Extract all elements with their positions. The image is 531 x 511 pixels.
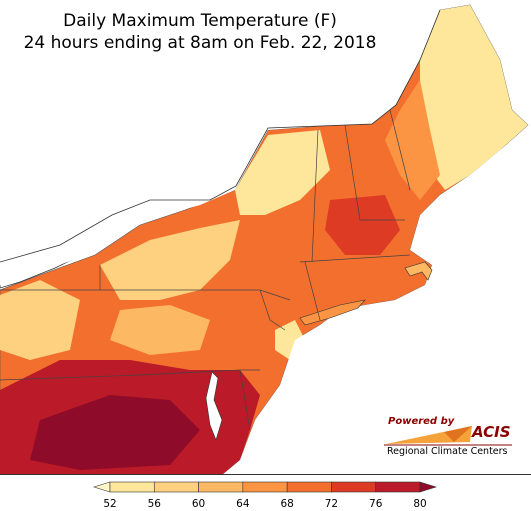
new-england-hot <box>325 195 400 255</box>
logo-swoosh <box>386 426 472 444</box>
rcc-text: Regional Climate Centers <box>387 446 508 457</box>
temperature-map <box>0 0 531 474</box>
chesapeake-bay <box>205 371 223 441</box>
legend-tick-label: 64 <box>236 498 250 510</box>
legend-bin <box>375 481 421 493</box>
state-borders <box>0 109 411 431</box>
legend-tick-label: 80 <box>413 498 426 510</box>
legend-bins <box>92 481 438 493</box>
maine-warm-edge <box>385 80 440 200</box>
legend-arrow-low <box>92 481 111 493</box>
map-frame: Daily Maximum Temperature (F) 24 hours e… <box>0 0 531 475</box>
legend-tick-label: 60 <box>192 498 205 510</box>
legend-tick-label: 68 <box>280 498 293 510</box>
legend-tick-label: 52 <box>103 498 116 510</box>
color-legend: 52 56 60 64 68 72 76 80 <box>92 481 438 510</box>
long-island <box>299 299 366 326</box>
canada-region <box>0 0 420 285</box>
legend-tick-label: 56 <box>148 498 162 510</box>
legend-bin <box>198 481 244 493</box>
powered-by-text: Powered by <box>388 416 455 427</box>
legend-bin <box>331 481 377 493</box>
maine-cool-zone <box>420 5 528 190</box>
atlantic-ocean <box>223 125 531 474</box>
legend-tick-label: 72 <box>325 498 338 510</box>
legend-bin <box>286 481 332 493</box>
map-title: Daily Maximum Temperature (F) <box>63 11 337 31</box>
legend-bin <box>109 481 155 493</box>
legend-ticks: 52 56 60 64 68 72 76 80 <box>103 498 426 510</box>
ny-cool-zone-west <box>100 220 240 300</box>
acis-name: ACIS <box>472 423 511 441</box>
ny-cool-zone-adirondack <box>235 130 330 215</box>
legend-bin <box>242 481 288 493</box>
map-subtitle: 24 hours ending at 8am on Feb. 22, 2018 <box>23 33 377 53</box>
southern-hottest-zone <box>30 395 200 470</box>
pa-cool-zone <box>0 280 80 360</box>
canada-border <box>0 9 441 263</box>
legend-tick-label: 76 <box>369 498 383 510</box>
logo-swoosh-dark <box>444 426 472 442</box>
legend-arrow-high <box>419 481 438 493</box>
acis-logo <box>384 426 512 446</box>
legend-bin <box>153 481 199 493</box>
pa-mid-cool <box>110 305 210 355</box>
cape-cod <box>404 261 433 281</box>
